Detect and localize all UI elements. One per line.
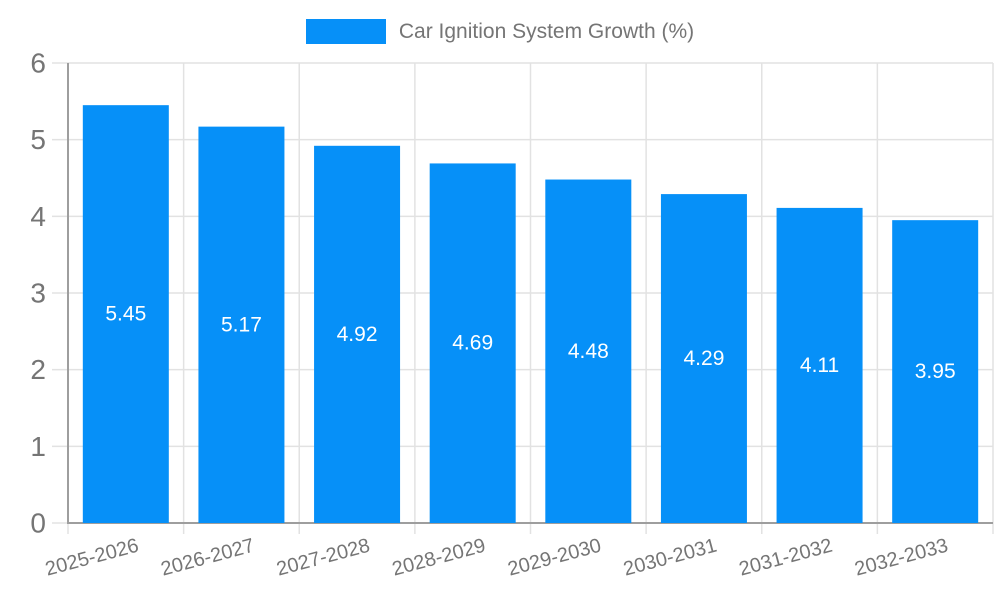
chart-legend[interactable]: Car Ignition System Growth (%) bbox=[0, 19, 1000, 44]
bar-value-label: 4.29 bbox=[684, 347, 725, 370]
y-axis-label: 6 bbox=[30, 48, 46, 79]
x-axis-label: 2031-2032 bbox=[737, 535, 835, 581]
bar bbox=[776, 207, 863, 523]
x-axis-label: 2027-2028 bbox=[274, 535, 372, 581]
bar-value-label: 5.45 bbox=[105, 303, 146, 326]
bar bbox=[82, 105, 169, 524]
x-axis-label: 2026-2027 bbox=[159, 535, 257, 581]
x-axis-label: 2025-2026 bbox=[43, 535, 141, 581]
x-axis-label: 2032-2033 bbox=[852, 535, 950, 581]
x-axis-label: 2029-2030 bbox=[506, 535, 604, 581]
y-axis-label: 4 bbox=[30, 201, 46, 232]
x-axis-label: 2028-2029 bbox=[390, 535, 488, 581]
bar-value-label: 4.11 bbox=[800, 354, 839, 377]
bar bbox=[660, 194, 747, 523]
bar-value-label: 4.69 bbox=[452, 332, 493, 355]
y-axis-label: 3 bbox=[30, 278, 46, 309]
y-axis-label: 5 bbox=[30, 124, 46, 155]
bar bbox=[429, 163, 516, 523]
y-axis-label: 2 bbox=[30, 354, 46, 385]
bar-value-label: 4.48 bbox=[568, 340, 609, 363]
y-axis-label: 0 bbox=[30, 508, 46, 539]
legend-swatch bbox=[305, 19, 386, 44]
bar bbox=[198, 126, 285, 523]
bar bbox=[545, 179, 632, 524]
legend-label: Car Ignition System Growth (%) bbox=[398, 19, 695, 43]
bar-value-label: 5.17 bbox=[221, 313, 262, 336]
y-axis-label: 1 bbox=[30, 431, 46, 462]
bar-value-label: 3.95 bbox=[915, 360, 956, 383]
bar bbox=[314, 145, 401, 524]
x-axis-label: 2030-2031 bbox=[621, 535, 719, 581]
bar bbox=[892, 220, 979, 523]
bar-value-label: 4.92 bbox=[337, 323, 378, 346]
